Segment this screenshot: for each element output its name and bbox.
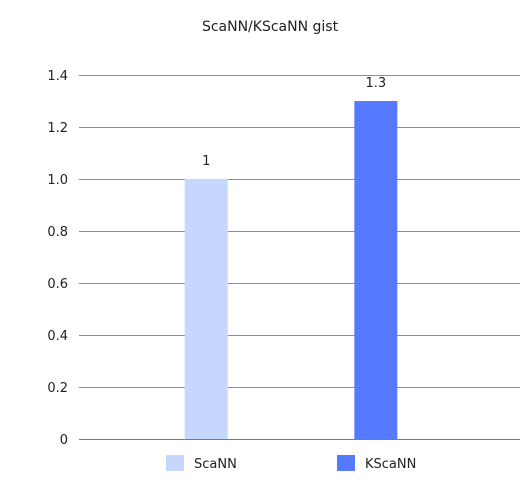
y-tick-label: 0.2	[47, 381, 68, 396]
y-tick-label: 0	[60, 433, 68, 448]
bar-scann	[184, 179, 228, 439]
data-label-scann: 1	[202, 154, 210, 169]
legend-swatch-scann	[166, 455, 184, 471]
legend: ScaNN KScaNN	[166, 455, 416, 472]
chart-title: ScaNN/KScaNN gist	[202, 19, 339, 35]
legend-label-kscann: KScaNN	[365, 457, 416, 472]
legend-label-scann: ScaNN	[194, 457, 237, 472]
y-tick-label: 0.8	[47, 225, 68, 240]
data-label-kscann: 1.3	[365, 76, 386, 91]
data-labels: 11.3	[202, 76, 386, 169]
legend-swatch-kscann	[337, 455, 355, 471]
y-axis-tick-labels: 0 0.2 0.4 0.6 0.8 1.0 1.2 1.4	[47, 69, 68, 448]
y-tick-label: 0.6	[47, 277, 68, 292]
y-tick-label: 1.2	[47, 121, 68, 136]
y-tick-label: 1.0	[47, 173, 68, 188]
bars	[184, 101, 398, 439]
grid-layer	[79, 75, 520, 440]
y-tick-label: 0.4	[47, 329, 68, 344]
bar-kscann	[354, 101, 398, 439]
y-tick-label: 1.4	[47, 69, 68, 84]
